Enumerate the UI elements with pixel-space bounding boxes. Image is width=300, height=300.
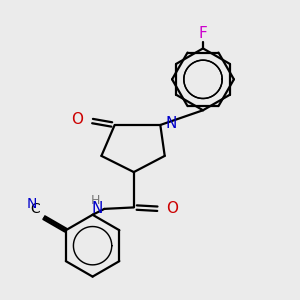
Text: N: N — [27, 197, 37, 211]
Text: F: F — [199, 26, 207, 41]
Text: N: N — [92, 201, 103, 216]
Text: O: O — [166, 201, 178, 216]
Text: C: C — [30, 202, 40, 216]
Text: H: H — [91, 194, 100, 207]
Text: O: O — [71, 112, 83, 127]
Text: N: N — [166, 116, 177, 131]
